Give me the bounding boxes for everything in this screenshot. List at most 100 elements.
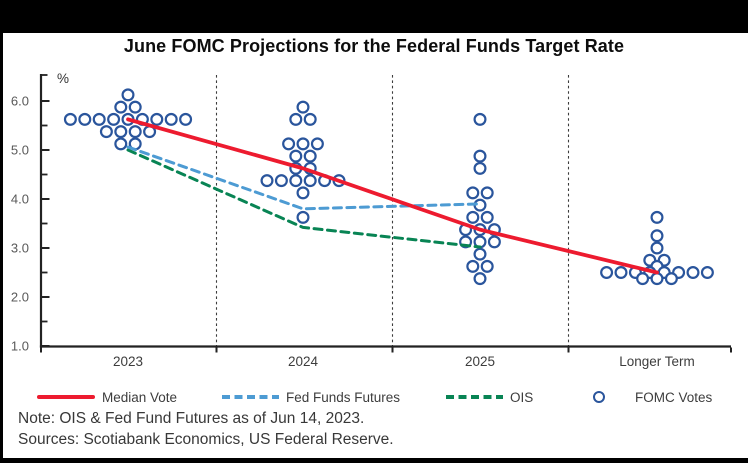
line-median-vote (126, 117, 659, 275)
fomc-vote-dot (303, 174, 317, 188)
y-tick-label-5.0: 5.0 (11, 143, 29, 158)
fomc-vote-dot (164, 112, 178, 126)
legend-label-ois: OIS (510, 389, 534, 405)
fomc-vote-dot (303, 112, 317, 126)
fomc-vote-dot (318, 174, 332, 188)
fomc-vote-dot (657, 266, 671, 280)
fomc-vote-dot (107, 112, 121, 126)
bottom-black-bar (0, 458, 748, 463)
fomc-vote-dot (135, 112, 149, 126)
fomc-vote-dot (296, 100, 310, 114)
fomc-vote-dot (274, 174, 288, 188)
fomc-vote-dot (296, 186, 310, 200)
y-tick-label-2.0: 2.0 (11, 290, 29, 305)
fomc-vote-dot (289, 112, 303, 126)
top-black-bar (0, 0, 748, 33)
x-axis-label-2023: 2023 (113, 354, 143, 369)
legend-item-fomc-votes: FOMC Votes (593, 388, 712, 406)
fomc-vote-dot (650, 272, 664, 286)
fomc-vote-dot (332, 174, 346, 188)
fomc-vote-dot (628, 266, 642, 280)
fomc-vote-dot (473, 198, 487, 212)
fomc-vote-dot (643, 266, 657, 280)
fomc-vote-dot (600, 266, 614, 280)
fomc-vote-dot (487, 235, 501, 249)
fomc-vote-dot (487, 223, 501, 237)
legend-item-median-vote: Median Vote (37, 388, 177, 406)
legend-label-median-vote: Median Vote (102, 389, 178, 405)
fomc-vote-dot (473, 149, 487, 163)
fomc-vote-dot (473, 235, 487, 249)
fomc-vote-dot (92, 112, 106, 126)
fomc-vote-dot (296, 137, 310, 151)
x-axis-label-longer-term: Longer Term (619, 354, 695, 369)
chart-title: June FOMC Projections for the Federal Fu… (123, 36, 625, 56)
y-tick-label-1.0: 1.0 (11, 339, 29, 354)
fomc-vote-dot (466, 210, 480, 224)
fomc-vote-dot (128, 100, 142, 114)
fomc-vote-dot (121, 88, 135, 102)
fomc-vote-dot (143, 125, 157, 139)
legend-item-ois: OIS (446, 388, 533, 406)
fomc-vote-dot (473, 112, 487, 126)
fomc-vote-dot (179, 112, 193, 126)
fomc-vote-dot (282, 137, 296, 151)
fed-funds-futures-dash-swatch (222, 395, 279, 399)
fomc-vote-dot (480, 210, 494, 224)
fomc-vote-dot (303, 149, 317, 163)
fomc-vote-dot (473, 247, 487, 261)
left-black-border (0, 0, 3, 463)
ois-dash-swatch (446, 395, 503, 399)
fomc-vote-dot (459, 235, 473, 249)
fomc-vote-dot (466, 186, 480, 200)
fomc-votes-circle-swatch (593, 391, 605, 403)
legend: Median Vote Fed Funds Futures OIS FOMC V… (0, 388, 748, 406)
fomc-vote-dot (650, 229, 664, 243)
fomc-vote-dot (114, 125, 128, 139)
fomc-vote-dot (636, 272, 650, 286)
x-axis-label-2024: 2024 (288, 354, 319, 369)
fomc-vote-dot (63, 112, 77, 126)
x-axis-label-2025: 2025 (465, 354, 495, 369)
fomc-vote-dot (657, 253, 671, 267)
fomc-vote-dot (686, 266, 700, 280)
fomc-vote-dot (473, 223, 487, 237)
fomc-vote-dot (650, 210, 664, 224)
fomc-vote-dot (289, 174, 303, 188)
fomc-vote-dot (289, 161, 303, 175)
fomc-vote-dot (99, 125, 113, 139)
fomc-vote-dot (480, 186, 494, 200)
fomc-vote-dot (643, 253, 657, 267)
fomc-vote-dot (310, 137, 324, 151)
fomc-vote-dot (128, 125, 142, 139)
fomc-vote-dot (260, 174, 274, 188)
fomc-vote-dot (128, 137, 142, 151)
fomc-vote-dot (150, 112, 164, 126)
y-tick-label-6.0: 6.0 (11, 94, 29, 109)
fomc-vote-dot (672, 266, 686, 280)
fomc-vote-dot (466, 259, 480, 273)
line-ois (126, 148, 482, 249)
sources-text: Sources: Scotiabank Economics, US Federa… (18, 431, 394, 448)
fomc-vote-dot (664, 272, 678, 286)
y-axis-unit-label: % (57, 71, 69, 86)
median-vote-line-swatch (37, 395, 95, 399)
fomc-vote-dot (296, 210, 310, 224)
y-tick-label-4.0: 4.0 (11, 192, 29, 207)
legend-item-fed-funds-futures: Fed Funds Futures (222, 388, 400, 406)
line-fed-funds-futures (126, 145, 482, 211)
legend-label-fomc-votes: FOMC Votes (635, 389, 713, 405)
fomc-vote-dot (700, 266, 714, 280)
fomc-vote-dot (78, 112, 92, 126)
fomc-vote-dot (473, 272, 487, 286)
fomc-vote-dot (114, 100, 128, 114)
fomc-vote-dot (480, 259, 494, 273)
note-text: Note: OIS & Fed Fund Futures as of Jun 1… (18, 410, 365, 427)
fomc-vote-dot (650, 259, 664, 273)
fomc-vote-dot (303, 161, 317, 175)
fomc-vote-dot (614, 266, 628, 280)
fomc-vote-dot (121, 112, 135, 126)
fomc-vote-dot (459, 223, 473, 237)
legend-label-fed-funds-futures: Fed Funds Futures (286, 389, 401, 405)
